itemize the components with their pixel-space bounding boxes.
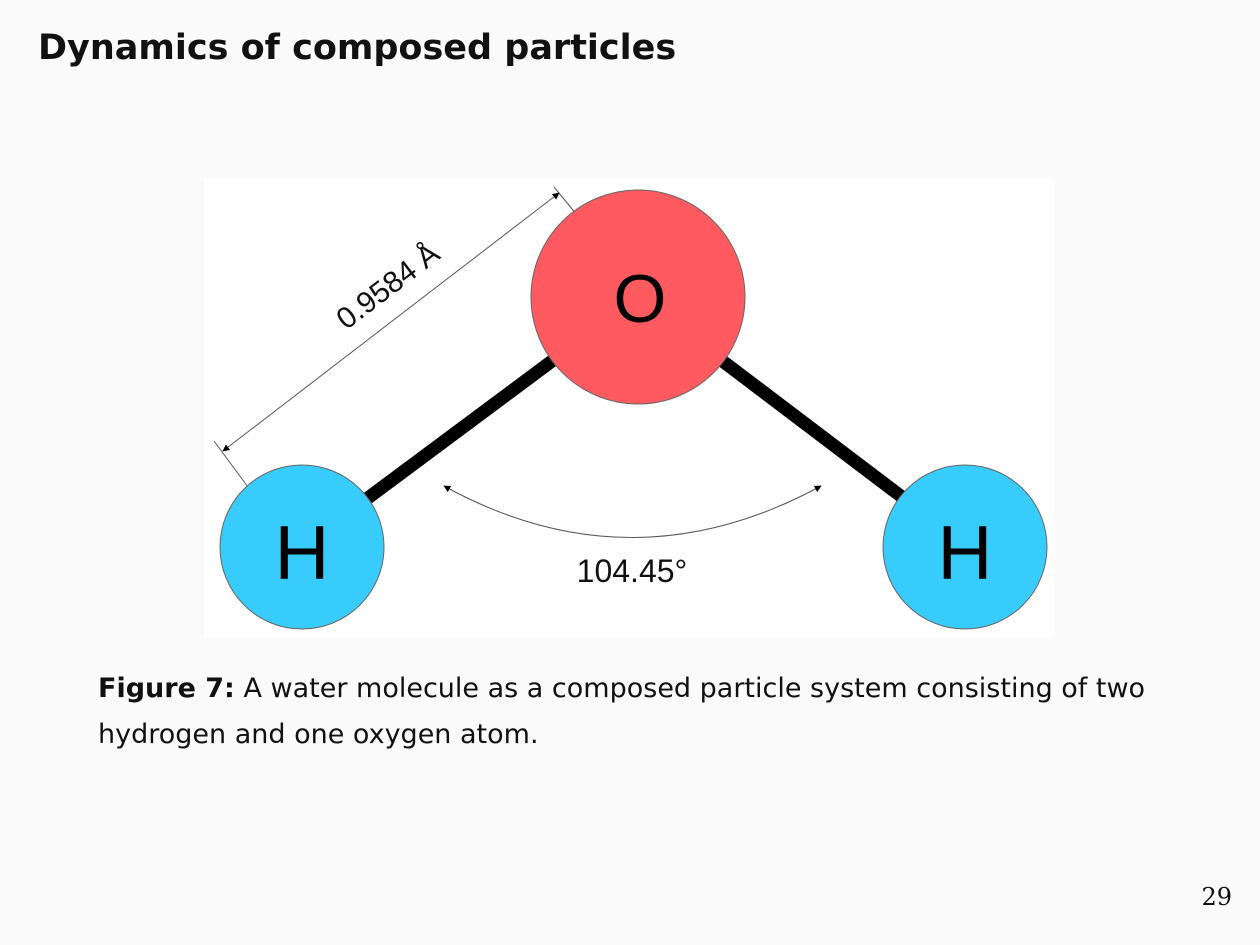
figure-caption: Figure 7: A water molecule as a composed…	[98, 666, 1168, 758]
hydrogen-atom-left-label: H	[275, 511, 330, 596]
bond-length-arrow	[222, 192, 560, 452]
hydrogen-atom-right	[882, 464, 1048, 630]
dimension-extension-line-bottom	[213, 440, 249, 488]
hydrogen-atom-left	[219, 464, 385, 630]
bond-angle-arc	[443, 485, 822, 538]
figure-caption-label: Figure 7:	[98, 673, 235, 704]
water-molecule-figure: 0.9584 Å 104.45° O H H	[204, 179, 1055, 637]
oxygen-atom-label: O	[614, 261, 667, 337]
slide-title: Dynamics of composed particles	[38, 28, 677, 68]
bond-length-label: 0.9584 Å	[330, 237, 445, 336]
water-molecule-diagram: 0.9584 Å 104.45° O H H	[213, 186, 1048, 630]
bond-angle-label: 104.45°	[577, 553, 688, 589]
figure-caption-text: A water molecule as a composed particle …	[98, 673, 1146, 750]
dimension-extension-line-top	[553, 186, 578, 216]
oxygen-atom	[530, 189, 746, 405]
page-number: 29	[1201, 883, 1232, 911]
hydrogen-atom-right-label: H	[938, 511, 993, 596]
